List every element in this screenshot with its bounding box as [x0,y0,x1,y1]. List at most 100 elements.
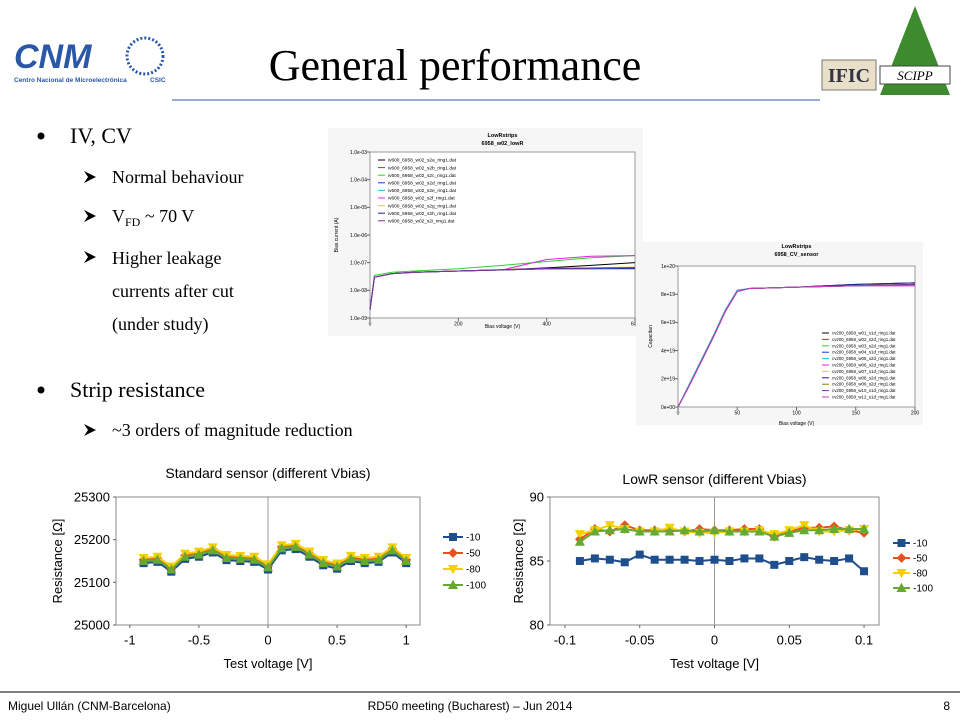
x-tick-label: -0.5 [188,633,210,648]
bullet-arrow [84,171,96,183]
series-line [369,255,636,310]
x-tick-label: 200 [454,322,463,328]
chart-subtitle: 6958_CV_sensor [774,252,819,258]
marker [770,560,779,569]
marker [755,554,764,563]
bullet: Strip resistance [70,377,205,402]
x-tick-label: -0.1 [554,633,576,648]
x-tick-label: 0 [677,411,680,417]
x-tick-label: 0 [711,633,718,648]
sub-bullet-line: (under study) [112,314,208,335]
marker [859,523,870,533]
plot-area [369,151,636,319]
chart-subtitle: 6958_w02_lowR [482,141,524,147]
chart-title: LowRstrips [782,244,812,250]
footer-author: Miguel Ullán (CNM-Barcelona) [8,699,171,713]
cnm-logo: CNM Centro Nacional de Microelectrónica … [10,34,170,90]
x-tick-label: 50 [734,411,740,417]
bullet-dot [37,132,45,140]
marker [665,555,674,564]
chart: Standard sensor (different Vbias) 25000 25… [50,465,486,671]
marker [332,561,343,571]
marker [815,555,824,564]
marker [359,555,370,565]
sub-bullet-line: Higher leakage [112,248,221,268]
marker [680,555,689,564]
x-axis-label: Test voltage [V] [224,656,313,671]
marker [620,558,629,567]
subscript: FD [125,215,141,229]
marker [166,564,177,574]
marker [739,526,750,536]
marker [634,526,645,536]
y-tick-label: 4e+19 [661,348,675,354]
marker [710,555,719,564]
marker [800,553,809,562]
y-tick-label: 25200 [74,532,110,547]
legend-label: iv600_6958_w02_s2a_ring1.dat [388,158,457,164]
x-tick-label: 0.05 [777,633,802,648]
ific-logo-text: IFIC [828,65,870,87]
x-axis-label: Bias voltage (V) [485,324,521,330]
chart-title: LowRstrips [488,133,518,139]
marker [754,526,765,536]
sub-bullet: Normal behaviour [112,167,243,187]
marker [896,553,907,563]
y-tick-label: 25000 [74,618,110,633]
legend-label: -50 [466,549,481,560]
marker [249,554,260,564]
marker [318,557,329,568]
legend-label: iv600_6958_w02_s2g_ring1.dat [388,203,457,209]
marker [262,562,274,572]
legend-label: cv200_6958_w07_s1d_ring1.dat [832,369,896,374]
legend-label: -10 [913,539,928,550]
y-tick-label: 25100 [74,575,110,590]
bullet-arrow [84,251,96,263]
y-axis-label: Resistance [Ω] [50,519,65,604]
cnm-logo-subtitle: Centro Nacional de Microelectrónica [14,77,127,84]
scipp-logo: SCIPP [879,6,951,95]
marker [449,533,457,541]
x-tick-label: 200 [911,411,920,417]
y-tick-label: 6e+19 [661,320,675,326]
sub-bullet: VFD ~ 70 V [112,206,194,229]
marker [896,582,907,592]
marker [345,553,356,563]
legend-label: cv200_6958_w04_s1d_ring1.dat [832,350,896,355]
legend-label: cv200_6958_w01_s1d_ring1.dat [832,331,896,336]
legend-label: iv600_6958_w02_s2d_ring1.dat [388,180,457,186]
legend-label: iv600_6958_w02_s2i_ring1.dat [388,218,455,224]
cnm-logo-box [10,34,170,90]
legend-label: -80 [913,569,928,580]
series-line [677,285,915,408]
legend-label: -80 [466,565,481,576]
ific-logo-box [821,59,877,91]
marker [829,523,840,533]
y-tick-label: 0e+00 [661,405,675,411]
marker [664,526,675,536]
marker [784,527,795,537]
marker [447,579,459,589]
y-axis-label: Resistance [Ω] [511,519,526,604]
y-tick-label: 90 [530,490,544,505]
legend-label: cv200_6958_w12_s1d_ring1.dat [832,395,896,400]
marker [724,526,735,536]
x-axis-label: Test voltage [V] [670,656,759,671]
x-tick-label: 0 [264,633,271,648]
marker [694,526,705,536]
x-tick-label: -1 [124,633,136,648]
legend-label: cv200_6958_w05_s2d_ring1.dat [832,356,896,361]
sub-bullet-line: currents after cut [112,281,234,301]
legend-label: cv200_6958_w10_s1d_ring1.dat [832,388,896,393]
cnm-logo-dots [125,36,165,76]
marker [650,555,659,564]
legend-label: -50 [913,554,928,565]
x-tick-label: 400 [542,322,551,328]
ific-logo: IFIC [821,59,877,91]
page-number: 8 [943,699,950,713]
legend-label: -10 [466,533,481,544]
plot-area [677,265,916,408]
marker [845,554,854,563]
marker [447,565,459,575]
marker [814,525,825,535]
